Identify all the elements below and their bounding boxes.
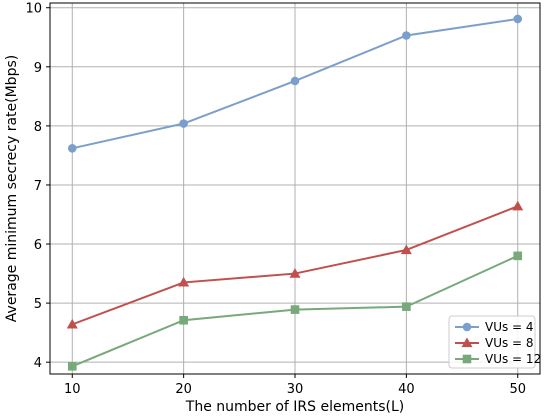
- data-point: [67, 362, 77, 371]
- data-point: [400, 244, 412, 255]
- legend-marker: [462, 354, 472, 364]
- data-point: [67, 144, 77, 153]
- grid-lines: [50, 3, 540, 374]
- series-2: [66, 200, 524, 329]
- legend: VUs = 4 VUs = 8 VUs = 12: [448, 315, 541, 369]
- data-point: [179, 119, 188, 128]
- legend-item: VUs = 12: [455, 352, 541, 366]
- series-3: [67, 251, 523, 371]
- legend-label: VUs = 12: [485, 352, 541, 366]
- series-layer: [66, 14, 524, 371]
- y-tick-label: 4: [34, 356, 42, 371]
- data-point: [289, 268, 301, 278]
- data-point: [512, 200, 524, 211]
- y-tick-label: 7: [34, 179, 42, 194]
- y-tick-label: 8: [34, 120, 42, 135]
- x-tick-label: 30: [287, 382, 304, 397]
- data-point: [290, 305, 300, 314]
- x-tick-label: 40: [398, 382, 415, 397]
- data-point: [66, 318, 78, 329]
- axis-ticks: 10 20 30 40 50 4 5 6 7 8 9 10: [25, 2, 526, 397]
- y-tick-label: 6: [34, 238, 42, 253]
- data-point: [513, 14, 523, 24]
- data-point: [402, 31, 411, 40]
- y-tick-label: 10: [25, 2, 42, 17]
- legend-marker: [461, 337, 473, 348]
- data-point: [179, 315, 188, 325]
- y-axis-label: Average minimum secrecy rate(Mbps): [4, 55, 20, 322]
- data-point: [402, 302, 411, 311]
- legend-marker: [462, 322, 472, 332]
- x-axis-label: The number of IRS elements(L): [185, 399, 404, 415]
- x-tick-label: 10: [64, 382, 81, 397]
- y-tick-label: 9: [34, 61, 42, 76]
- data-point: [178, 276, 190, 287]
- data-point: [513, 251, 523, 261]
- legend-label: VUs = 8: [485, 336, 534, 350]
- data-point: [290, 76, 300, 86]
- series-1: [67, 14, 523, 153]
- legend-item: VUs = 8: [455, 336, 534, 350]
- legend-item: VUs = 4: [455, 320, 534, 334]
- legend-label: VUs = 4: [485, 320, 534, 334]
- x-tick-label: 50: [509, 382, 526, 397]
- x-tick-label: 20: [175, 382, 192, 397]
- y-tick-label: 5: [34, 297, 42, 312]
